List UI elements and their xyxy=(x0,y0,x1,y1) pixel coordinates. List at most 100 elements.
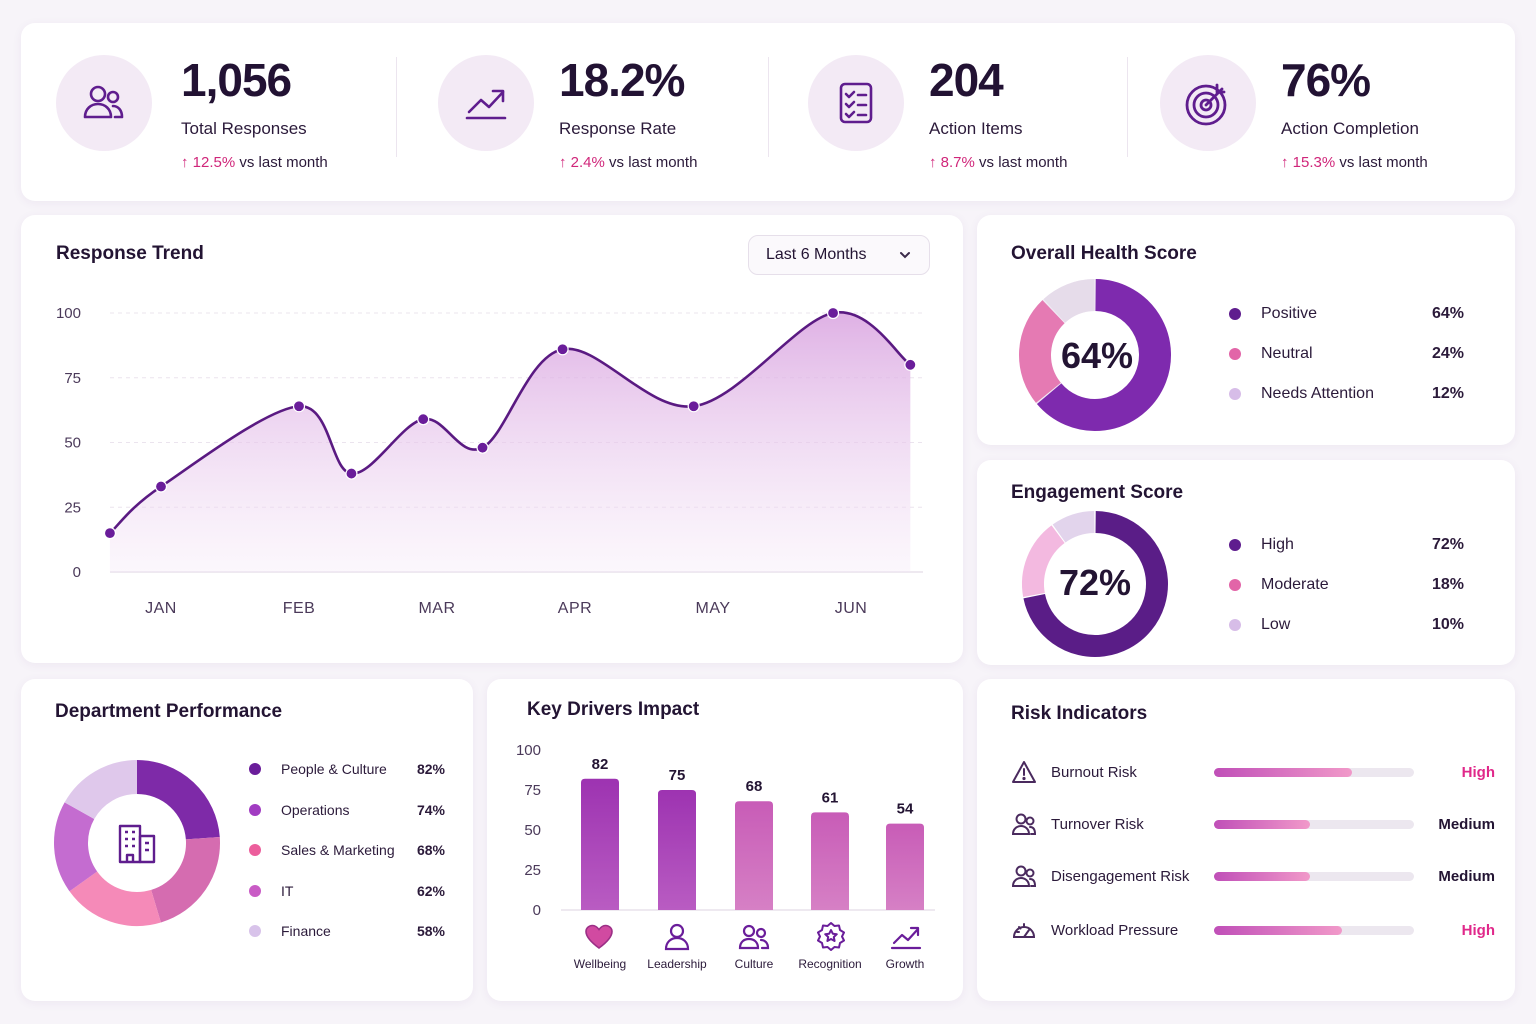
legend-value: 74% xyxy=(416,801,445,818)
legend-label: IT xyxy=(281,882,294,899)
x-tick-label: Culture xyxy=(734,957,774,971)
y-tick-label: 50 xyxy=(524,822,541,839)
legend-label: Moderate xyxy=(1261,576,1329,593)
risk-bar xyxy=(1214,925,1414,935)
trend-point xyxy=(556,343,569,356)
legend-item: Needs Attention xyxy=(1229,385,1374,403)
trend-point xyxy=(103,527,117,540)
y-tick-label: 75 xyxy=(64,370,81,387)
card-title: Overall Health Score xyxy=(1011,243,1197,264)
card-title: Department Performance xyxy=(55,701,283,722)
divider xyxy=(768,57,769,157)
risk-bar-fill xyxy=(1214,767,1352,777)
trend-up-icon xyxy=(438,55,534,151)
range-dropdown[interactable]: Last 6 Months xyxy=(748,235,930,275)
risk-bar xyxy=(1214,819,1414,829)
arrow-up-icon: ↑ xyxy=(929,154,937,171)
health-score-value: 64% xyxy=(1060,335,1134,376)
trend-point xyxy=(154,480,168,493)
group-icon xyxy=(738,922,770,957)
legend-value: 64% xyxy=(1431,305,1464,322)
legend-item: Finance xyxy=(249,923,331,939)
trend-point xyxy=(904,358,917,371)
legend-swatch xyxy=(1229,388,1241,400)
divider xyxy=(1127,57,1128,157)
legend-label: Finance xyxy=(281,923,331,939)
x-tick-label: JAN xyxy=(145,600,177,617)
donut-segment xyxy=(136,760,220,841)
department-performance-card: Department Performance People & Culture 8… xyxy=(21,679,473,1001)
legend-swatch xyxy=(1229,308,1241,320)
legend-value: 62% xyxy=(416,882,445,899)
arrow-up-icon: ↑ xyxy=(1281,154,1289,171)
risk-level: Medium xyxy=(1438,815,1495,833)
bar xyxy=(811,812,849,910)
legend-label: Neutral xyxy=(1261,345,1313,362)
risk-label: Workload Pressure xyxy=(1051,921,1179,939)
checklist-icon xyxy=(808,55,904,151)
legend-item: Low xyxy=(1229,616,1290,634)
legend-swatch xyxy=(249,803,261,816)
legend-label: Operations xyxy=(281,801,350,818)
legend-item: High xyxy=(1229,536,1294,554)
card-title: Engagement Score xyxy=(1011,482,1184,503)
y-tick-label: 0 xyxy=(73,564,81,581)
bar xyxy=(886,823,924,910)
x-tick-label: Recognition xyxy=(798,957,862,971)
trend-point xyxy=(292,400,306,413)
risk-label: Disengagement Risk xyxy=(1051,867,1190,885)
health-donut-chart xyxy=(1019,279,1171,431)
kpi-label: Action Items xyxy=(929,119,1023,138)
legend-label: Low xyxy=(1261,616,1291,633)
legend-label: Sales & Marketing xyxy=(281,842,395,858)
users-icon xyxy=(1010,862,1038,890)
trend-point xyxy=(687,400,700,413)
legend-value: 58% xyxy=(416,923,445,939)
bar xyxy=(581,778,619,910)
legend-value: 12% xyxy=(1431,385,1464,402)
legend-value: 68% xyxy=(416,842,445,858)
x-tick-label: MAR xyxy=(418,600,455,617)
donut-segment xyxy=(54,802,98,892)
legend-item: Sales & Marketing xyxy=(249,842,395,858)
donut-segment xyxy=(69,870,161,926)
y-tick-label: 0 xyxy=(533,902,541,919)
risk-level: High xyxy=(1461,921,1495,939)
legend-item: Moderate xyxy=(1229,576,1329,594)
kpi-label: Total Responses xyxy=(181,119,307,138)
legend-item: Neutral xyxy=(1229,345,1313,363)
warning-icon xyxy=(1010,758,1038,786)
legend-value: 24% xyxy=(1431,345,1464,362)
legend-swatch xyxy=(1229,579,1241,591)
y-tick-label: 25 xyxy=(524,862,541,879)
risk-row-burnout: Burnout Risk High xyxy=(1010,757,1495,787)
legend-swatch xyxy=(249,884,261,897)
risk-bar xyxy=(1214,767,1414,777)
heart-icon xyxy=(584,923,614,956)
users-icon xyxy=(1010,810,1038,838)
legend-value: 10% xyxy=(1431,616,1464,633)
target-icon xyxy=(1160,55,1256,151)
risk-label: Turnover Risk xyxy=(1051,815,1144,833)
award-star-icon xyxy=(816,921,846,956)
legend-item: People & Culture xyxy=(249,761,387,777)
engagement-donut-chart xyxy=(1022,511,1168,657)
risk-bar-fill xyxy=(1214,819,1310,829)
kpi-delta: ↑ 2.4% vs last month xyxy=(559,154,698,171)
key-drivers-chart: 0 25 50 75 100 82 75 68 61 54 xyxy=(516,742,935,919)
x-tick-label: MAY xyxy=(696,600,731,617)
kpi-response-rate: 18.2% Response Rate ↑ 2.4% vs last month xyxy=(403,23,773,201)
legend-label: Positive xyxy=(1261,305,1318,322)
risk-indicators-card: Risk Indicators Burnout Risk High Turnov… xyxy=(977,679,1515,1001)
x-tick-label: Leadership xyxy=(647,957,707,971)
key-drivers-card: Key Drivers Impact 0 25 50 75 100 82 75 68 61 54 … xyxy=(487,679,963,1001)
legend-value: 18% xyxy=(1431,576,1464,593)
legend-value: 72% xyxy=(1431,536,1464,553)
kpi-label: Action Completion xyxy=(1281,119,1419,138)
legend-value: 82% xyxy=(416,761,445,777)
bar-value-label: 75 xyxy=(669,767,686,784)
trend-point xyxy=(417,413,430,426)
legend-swatch xyxy=(1229,348,1241,360)
trend-point xyxy=(826,306,840,320)
trend-line xyxy=(109,311,912,535)
